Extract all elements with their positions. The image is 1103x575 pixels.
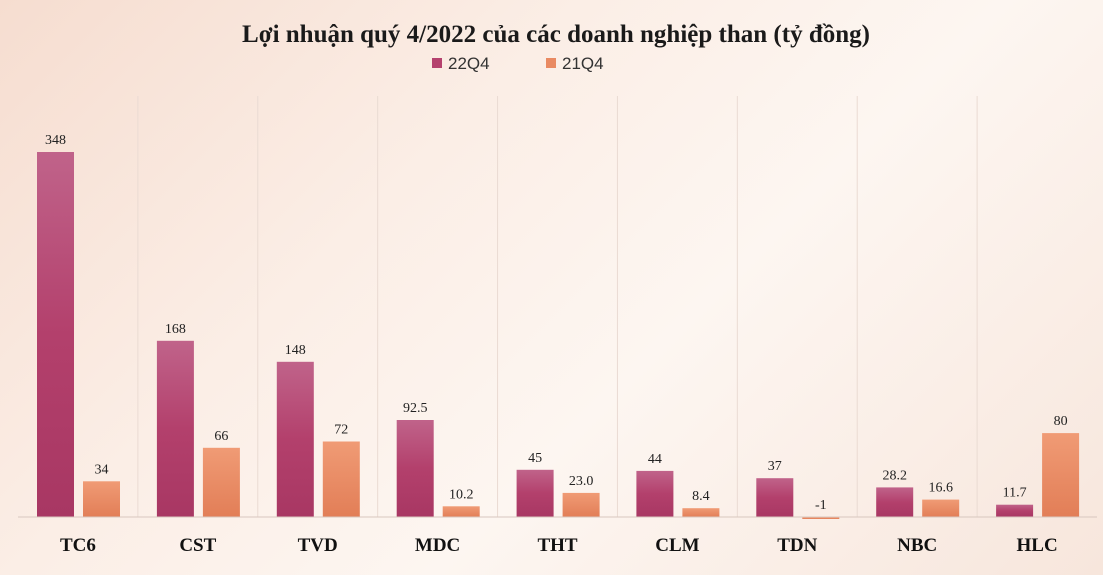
legend-label-21q4: 21Q4 — [562, 54, 604, 73]
bars: 348 34 168 66 148 72 92.5 10.2 45 23.0 44 8.4 37 -1 28… — [37, 133, 1080, 519]
data-label-21q4-hlc: 80 — [1054, 414, 1068, 429]
category-label-mdc: MDC — [415, 535, 460, 556]
bar-22q4-tvd — [276, 361, 314, 517]
data-label-21q4-cst: 66 — [214, 429, 228, 444]
legend: 22Q4 21Q4 — [432, 54, 604, 73]
data-label-22q4-tc6: 348 — [45, 133, 66, 148]
category-label-cst: CST — [179, 535, 216, 556]
data-label-21q4-mdc: 10.2 — [449, 487, 474, 502]
data-label-22q4-tdn: 37 — [768, 459, 782, 474]
bar-21q4-tvd — [322, 441, 360, 517]
legend-swatch-22q4 — [432, 58, 442, 68]
bar-21q4-tc6 — [83, 481, 120, 517]
bar-21q4-nbc — [922, 499, 960, 517]
bar-21q4-clm — [682, 508, 720, 517]
data-label-22q4-nbc: 28.2 — [882, 468, 907, 483]
data-label-21q4-nbc: 16.6 — [928, 481, 953, 496]
data-label-22q4-clm: 44 — [648, 452, 662, 467]
bar-21q4-mdc — [442, 506, 480, 517]
bar-22q4-nbc — [876, 487, 914, 517]
data-label-21q4-tvd: 72 — [334, 423, 348, 438]
data-label-22q4-hlc: 11.7 — [1003, 486, 1027, 501]
data-label-21q4-tdn: -1 — [815, 498, 827, 513]
chart-title: Lợi nhuận quý 4/2022 của các doanh nghiệ… — [242, 21, 870, 48]
data-label-21q4-tht: 23.0 — [569, 474, 594, 489]
bar-22q4-tdn — [756, 478, 794, 517]
category-label-tdn: TDN — [777, 535, 817, 556]
bar-22q4-cst — [156, 340, 194, 517]
category-label-nbc: NBC — [897, 535, 937, 556]
bar-21q4-hlc — [1042, 433, 1080, 517]
category-label-tht: THT — [537, 535, 577, 556]
bar-21q4-tdn — [802, 517, 840, 519]
data-label-21q4-clm: 8.4 — [692, 489, 710, 504]
data-label-22q4-tvd: 148 — [285, 343, 306, 358]
data-label-21q4-tc6: 34 — [95, 462, 109, 477]
category-labels: TC6 CST TVD MDC THT CLM TDN NBC HLC — [60, 535, 1058, 556]
bar-22q4-tht — [516, 469, 554, 517]
bar-21q4-tht — [562, 492, 600, 517]
category-label-tvd: TVD — [298, 535, 338, 556]
bar-22q4-mdc — [396, 420, 434, 517]
category-dividers — [137, 96, 978, 517]
legend-label-22q4: 22Q4 — [448, 54, 490, 73]
category-label-tc6: TC6 — [60, 535, 96, 556]
legend-swatch-21q4 — [546, 58, 556, 68]
bar-22q4-tc6 — [37, 152, 74, 517]
bar-21q4-cst — [202, 447, 240, 517]
data-label-22q4-mdc: 92.5 — [403, 401, 428, 416]
data-label-22q4-cst: 168 — [165, 322, 186, 337]
category-label-clm: CLM — [655, 535, 699, 556]
bar-22q4-clm — [636, 470, 674, 517]
data-label-22q4-tht: 45 — [528, 451, 542, 466]
category-label-hlc: HLC — [1017, 535, 1058, 556]
bar-22q4-hlc — [996, 504, 1034, 517]
